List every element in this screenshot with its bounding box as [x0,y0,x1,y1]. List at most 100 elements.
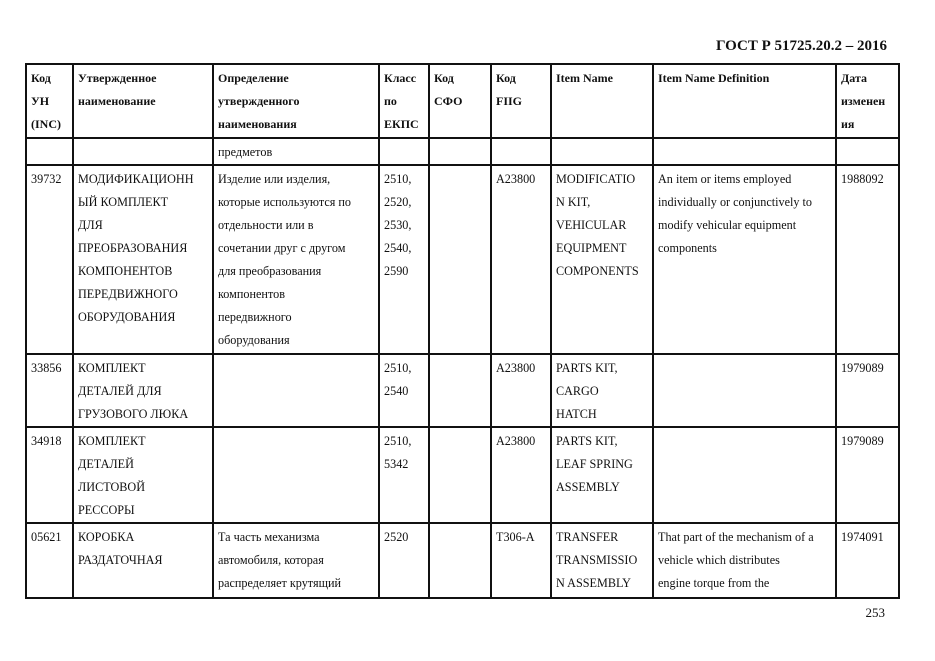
table-cell [428,353,492,428]
cell-text-line: 2520, [384,195,412,209]
table-cell: PARTS KIT, CARGO HATCH [550,353,654,428]
table-cell: 1974091 [835,522,900,599]
cell-text-line: 34918 [31,434,62,448]
table-cell: Изделие или изделия, которые используются… [212,164,380,355]
cell-text-line: EQUIPMENT [556,241,627,255]
table-cell: 2510, 2520, 2530, 2540, 2590 [378,164,430,355]
cell-text-line: LEAF SPRING [556,457,633,471]
cell-text-line: ДЕТАЛЕЙ ДЛЯ [78,384,162,398]
cell-text-line: Item Name Definition [658,71,770,85]
cell-text-line: T306-A [496,530,535,544]
cell-text-line: (INC) [31,117,61,131]
table-cell: 1979089 [835,353,900,428]
cell-text-line: Код [496,71,516,85]
cell-text-line: СФО [434,94,463,108]
table-cell: T306-A [490,522,552,599]
table-cell [212,426,380,524]
table-cell: 2520 [378,522,430,599]
cell-text-line: vehicle which distributes [658,553,780,567]
cell-text-line: 2510, [384,434,412,448]
cell-text-line: КОМПЛЕКТ [78,434,146,448]
cell-text-line: A23800 [496,172,536,186]
cell-text-line: CARGO [556,384,599,398]
table-cell: 2510, 2540 [378,353,430,428]
table-header-row: Код УН (INC) Утвержденное наименование Опреде… [25,63,900,139]
cell-text-line: ЛИСТОВОЙ [78,480,146,494]
table-cell: TRANSFER TRANSMISSIO N ASSEMBLY [550,522,654,599]
cell-text-line: ДЕТАЛЕЙ [78,457,134,471]
cell-text-line: FIIG [496,94,523,108]
cell-text-line: ДЛЯ [78,218,103,232]
cell-text-line: ия [841,117,855,131]
cell-text-line: 05621 [31,530,62,544]
table-row: 39732 МОДИФИКАЦИОНН ЫЙ КОМПЛЕКТ ДЛЯ ПРЕОБРАЗ… [25,164,900,355]
cell-text-line: РАЗДАТОЧНАЯ [78,553,163,567]
cell-text-line: ЕКПС [384,117,419,131]
table-cell: A23800 [490,353,552,428]
table-cell: Дата изменен ия [835,63,900,139]
cell-text-line: по [384,94,397,108]
table-cell: A23800 [490,426,552,524]
cell-text-line: Дата [841,71,867,85]
cell-text-line: Изделие или изделия, [218,172,331,186]
cell-text-line: 1979089 [841,361,884,375]
page-number: 253 [865,605,886,620]
cell-text-line: для преобразования [218,264,322,278]
table-cell: КОМПЛЕКТ ДЕТАЛЕЙ ЛИСТОВОЙ РЕССОРЫ [72,426,214,524]
table-cell [652,426,837,524]
cell-text-line: отдельности или в [218,218,314,232]
table-cell [428,164,492,355]
cell-text-line: A23800 [496,361,536,375]
cell-text-line: Код [434,71,454,85]
cell-text-line: components [658,241,717,255]
cell-text-line: 5342 [384,457,409,471]
cell-text-line: Та часть механизма [218,530,320,544]
table-cell [428,522,492,599]
table-cell [212,353,380,428]
cell-text-line: 2510, [384,172,412,186]
table-cell: An item or items employed individually or… [652,164,837,355]
cell-text-line: РЕССОРЫ [78,503,135,517]
table-cell [490,137,552,166]
cell-text-line: КОМПЛЕКТ [78,361,146,375]
table-cell: 33856 [25,353,74,428]
cell-text-line: TRANSMISSIO [556,553,638,567]
table-cell: 1979089 [835,426,900,524]
cell-text-line: 39732 [31,172,62,186]
table-cell: 05621 [25,522,74,599]
table-cell [652,353,837,428]
table-cell: PARTS KIT, LEAF SPRING ASSEMBLY [550,426,654,524]
cell-text-line: 2540 [384,384,409,398]
cell-text-line: ПЕРЕДВИЖНОГО [78,287,178,301]
table-cell [72,137,214,166]
cell-text-line: КОРОБКА [78,530,135,544]
cell-text-line: 2590 [384,264,409,278]
cell-text-line: Утвержденное [78,71,157,85]
table-cell: МОДИФИКАЦИОНН ЫЙ КОМПЛЕКТ ДЛЯ ПРЕОБРАЗОВАНИ… [72,164,214,355]
cell-text-line: That part of the mechanism of a [658,530,814,544]
cell-text-line: Определение [218,71,289,85]
table-cell: Код УН (INC) [25,63,74,139]
table-cell [428,426,492,524]
cell-text-line: компонентов [218,287,285,301]
cell-text-line: передвижного [218,310,292,324]
cell-text-line: individually or conjunctively to [658,195,813,209]
cell-text-line: распределяет крутящий [218,576,342,590]
cell-text-line: A23800 [496,434,536,448]
cell-text-line: ПРЕОБРАЗОВАНИЯ [78,241,188,255]
cell-text-line: MODIFICATIO [556,172,636,186]
table-cell: Класс по ЕКПС [378,63,430,139]
cell-text-line: PARTS KIT, [556,434,618,448]
table-cell: Утвержденное наименование [72,63,214,139]
table-cell [428,137,492,166]
table-row: 05621 КОРОБКА РАЗДАТОЧНАЯ Та часть механизм… [25,522,900,599]
cell-text-line: ГРУЗОВОГО ЛЮКА [78,407,189,421]
cell-text-line: которые используются по [218,195,352,209]
cell-text-line: 2520 [384,530,409,544]
table-row: 34918 КОМПЛЕКТ ДЕТАЛЕЙ ЛИСТОВОЙ РЕССОРЫ 2510,… [25,426,900,524]
cell-text-line: 2540, [384,241,412,255]
cell-text-line: ОБОРУДОВАНИЯ [78,310,176,324]
cell-text-line: PARTS KIT, [556,361,618,375]
table-cell: предметов [212,137,380,166]
table-cell: Определение утвержденного наименования [212,63,380,139]
